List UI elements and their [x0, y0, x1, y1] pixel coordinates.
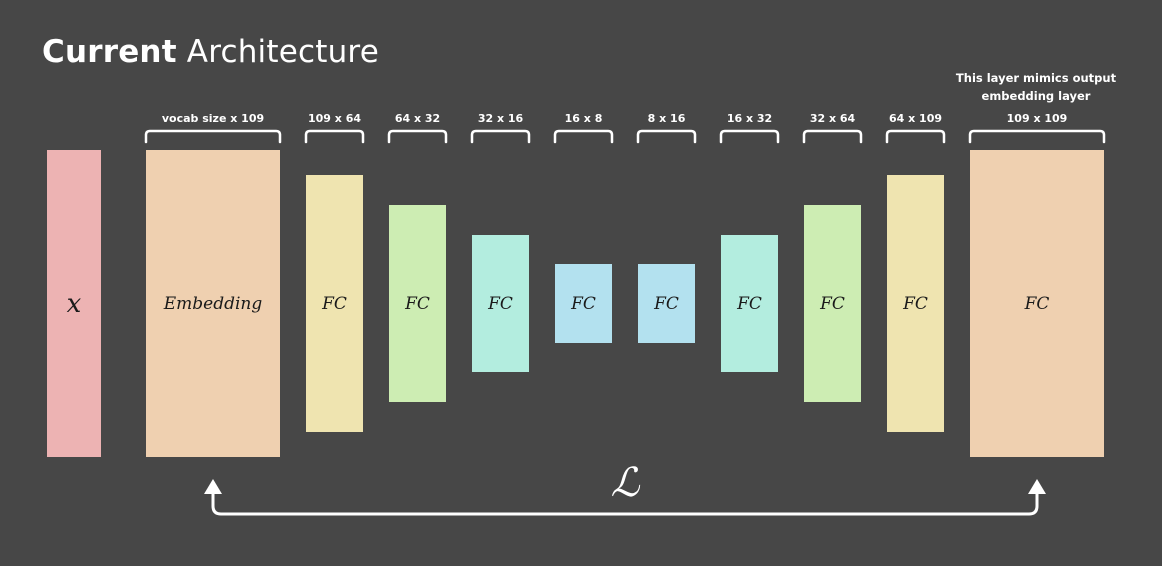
- brace-fc4: [553, 129, 614, 144]
- loss-arrow: [211, 490, 1039, 516]
- layer-label: FC: [903, 293, 928, 314]
- layer-fc6: FC: [721, 235, 778, 372]
- brace-fc6: [719, 129, 780, 144]
- brace-fc1: [304, 129, 365, 144]
- brace-embedding: [144, 129, 282, 144]
- layer-label: FC: [488, 293, 513, 314]
- layer-label: FC: [1024, 293, 1050, 314]
- dimension-label-fc2: 64 x 32: [394, 112, 441, 125]
- title-bold: Current: [42, 34, 177, 70]
- dimension-label-fc7: 32 x 64: [809, 112, 856, 125]
- brace-fc7: [802, 129, 863, 144]
- layer-fc4: FC: [555, 264, 612, 343]
- dimension-label-fc1: 109 x 64: [307, 112, 362, 125]
- brace-fc3: [470, 129, 531, 144]
- dimension-label-fc6: 16 x 32: [726, 112, 773, 125]
- dimension-label-fc3: 32 x 16: [477, 112, 524, 125]
- brace-fc2: [387, 129, 448, 144]
- diagram-title: Current Architecture: [42, 34, 379, 70]
- layer-label: x: [66, 288, 82, 319]
- arrowhead-left-icon: [204, 479, 222, 494]
- dimension-label-output: 109 x 109: [1006, 112, 1068, 125]
- layer-label: FC: [654, 293, 679, 314]
- layer-output: FC: [970, 150, 1104, 457]
- layer-fc1: FC: [306, 175, 363, 432]
- layer-embedding: Embedding: [146, 150, 280, 457]
- layer-fc7: FC: [804, 205, 861, 402]
- dimension-label-fc8: 64 x 109: [888, 112, 943, 125]
- brace-output: [968, 129, 1106, 144]
- layer-label: FC: [405, 293, 430, 314]
- layer-label: FC: [737, 293, 762, 314]
- brace-fc5: [636, 129, 697, 144]
- dimension-label-fc5: 8 x 16: [647, 112, 686, 125]
- dimension-label-embedding: vocab size x 109: [161, 112, 265, 125]
- layer-fc8: FC: [887, 175, 944, 432]
- layer-fc5: FC: [638, 264, 695, 343]
- layer-fc3: FC: [472, 235, 529, 372]
- title-regular: Architecture: [186, 34, 379, 70]
- layer-label: FC: [820, 293, 845, 314]
- layer-label: Embedding: [163, 293, 263, 314]
- layer-input: x: [47, 150, 101, 457]
- brace-fc8: [885, 129, 946, 144]
- loss-symbol: ℒ: [610, 460, 640, 506]
- output-layer-note: This layer mimics output embedding layer: [955, 71, 1117, 103]
- arrowhead-right-icon: [1028, 479, 1046, 494]
- dimension-braces: [144, 129, 1106, 144]
- dimension-label-fc4: 16 x 8: [564, 112, 603, 125]
- layer-label: FC: [322, 293, 347, 314]
- layer-label: FC: [571, 293, 596, 314]
- layer-fc2: FC: [389, 205, 446, 402]
